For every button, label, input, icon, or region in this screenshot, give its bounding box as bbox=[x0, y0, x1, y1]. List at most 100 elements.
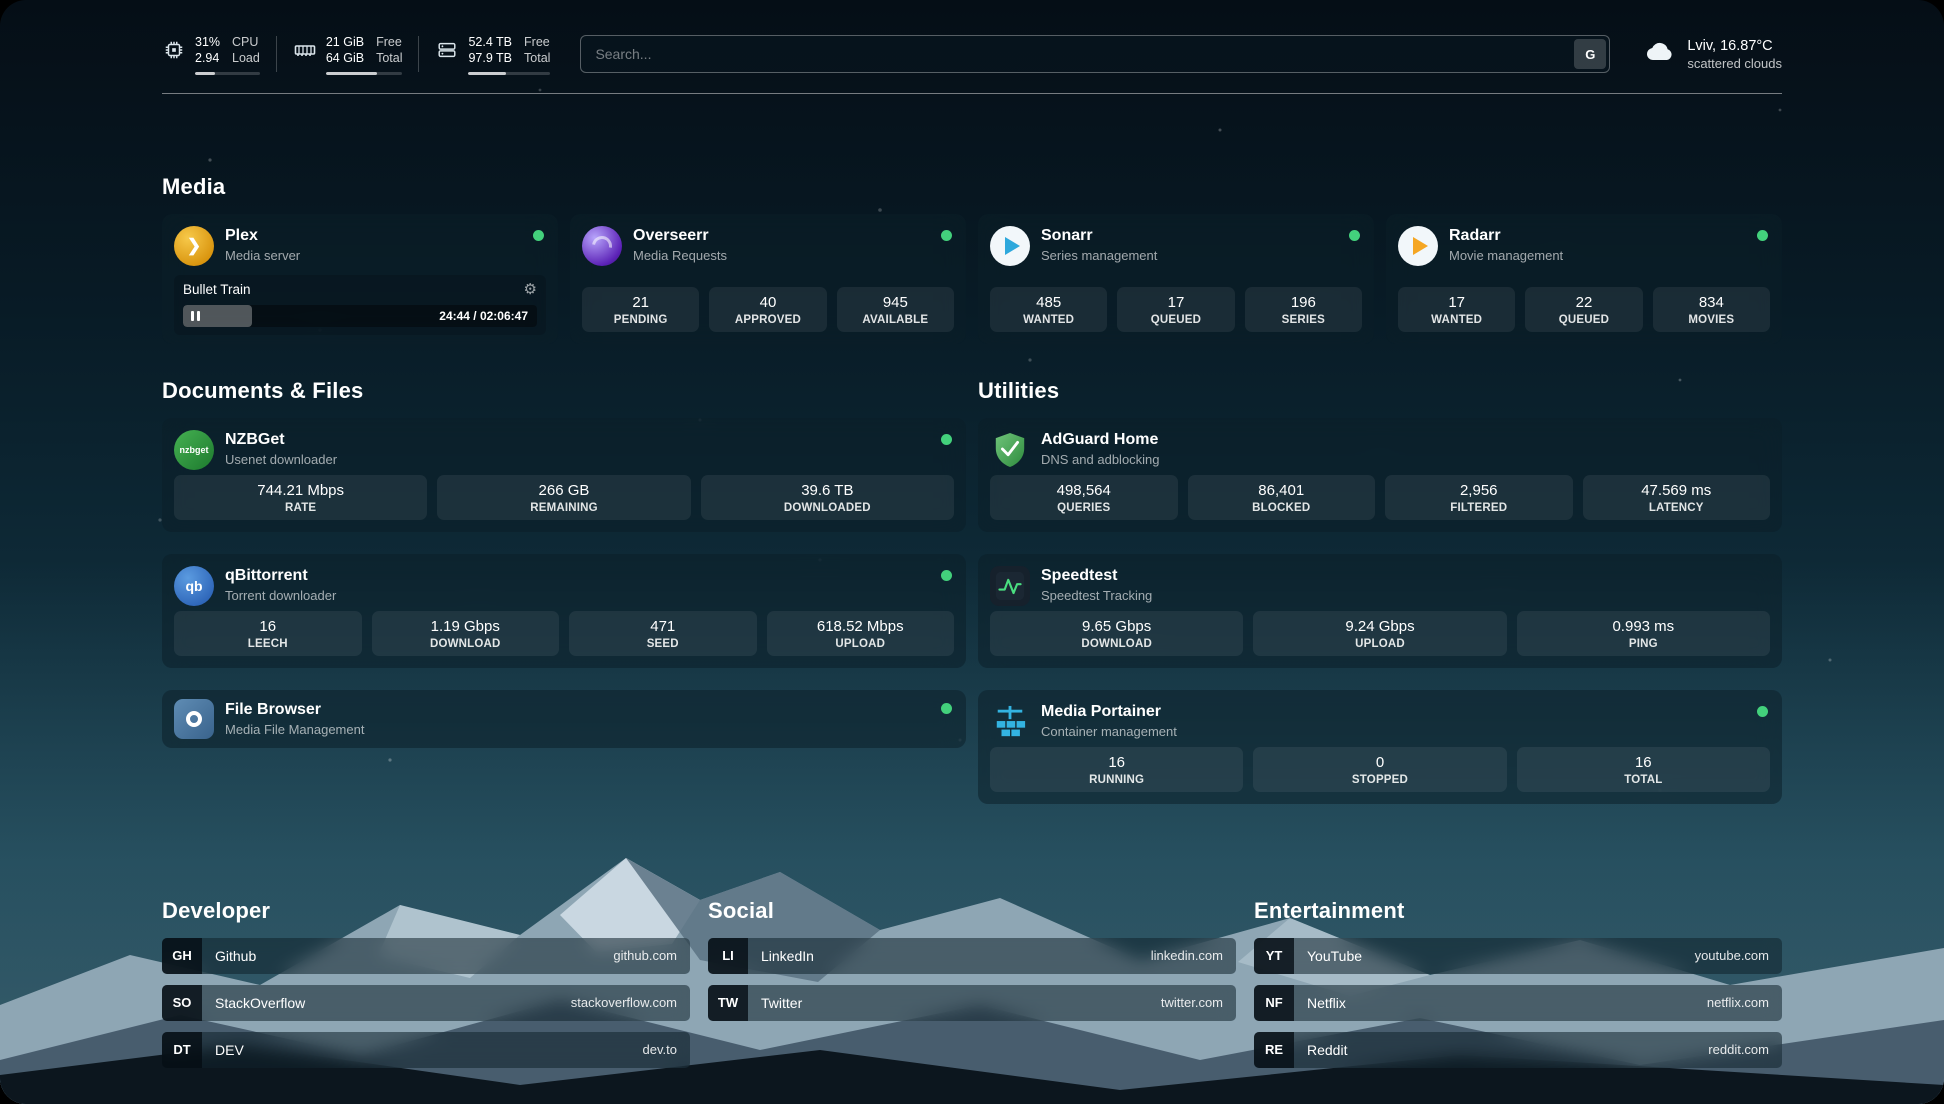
app-name: Overseerr bbox=[633, 226, 709, 244]
gear-icon[interactable]: ⚙ bbox=[523, 280, 537, 298]
disk-meter bbox=[468, 71, 551, 75]
plex-icon[interactable]: ❯ bbox=[174, 225, 214, 266]
app-subtitle: Media server bbox=[225, 247, 301, 263]
search-engine-button[interactable]: G bbox=[1574, 39, 1607, 70]
stackoverflow-icon: SO bbox=[162, 984, 202, 1021]
overseerr-card: Overseerr Media Requests 21 PENDING 40 APP… bbox=[570, 213, 966, 344]
app-name: Speedtest bbox=[1041, 566, 1118, 584]
app-subtitle: Usenet downloader bbox=[225, 451, 338, 467]
developer-section-title: Developer bbox=[162, 897, 271, 923]
documents-column: Documents & Files nzbget NZBGet Usenet d… bbox=[162, 378, 966, 826]
adguard-icon[interactable] bbox=[990, 430, 1030, 470]
media-section: Media ❯ Plex Media server Bullet Tr bbox=[162, 174, 1782, 344]
stat-tile: 498,564 QUERIES bbox=[990, 474, 1178, 520]
app-subtitle: Container management bbox=[1041, 723, 1177, 739]
memory-free-label: Free bbox=[376, 35, 402, 49]
stat-tile: 17 WANTED bbox=[1398, 286, 1516, 332]
app-name: qBittorrent bbox=[225, 566, 308, 584]
bookmarks-section: Developer GH Github github.com SO StackO… bbox=[162, 898, 1782, 1079]
qbittorrent-card: qb qBittorrent Torrent downloader 16 LEEC… bbox=[162, 553, 966, 668]
social-bookmarks: Social LI LinkedIn linkedin.com TW Twitt… bbox=[708, 898, 1236, 1079]
app-name: File Browser bbox=[225, 701, 322, 718]
qbittorrent-icon[interactable]: qb bbox=[174, 565, 214, 606]
app-name: AdGuard Home bbox=[1041, 430, 1159, 448]
status-dot bbox=[533, 229, 544, 241]
app-name: Radarr bbox=[1449, 226, 1501, 244]
stat-tile: 485 WANTED bbox=[990, 286, 1108, 332]
speedtest-card: Speedtest Speedtest Tracking 9.65 Gbps DO… bbox=[978, 553, 1782, 668]
status-dot bbox=[941, 433, 952, 445]
status-dot bbox=[1757, 705, 1768, 717]
documents-section-title: Documents & Files bbox=[162, 377, 364, 403]
search-bar: G bbox=[580, 35, 1611, 74]
stat-tile: 86,401 BLOCKED bbox=[1187, 474, 1375, 520]
weather-condition: scattered clouds bbox=[1687, 55, 1782, 71]
utilities-section-title: Utilities bbox=[978, 377, 1060, 403]
cpu-label: CPU bbox=[232, 35, 259, 49]
stat-tile: 266 GB REMAINING bbox=[437, 474, 691, 520]
developer-bookmarks: Developer GH Github github.com SO StackO… bbox=[162, 898, 690, 1079]
bookmark-twitter[interactable]: TW Twitter twitter.com bbox=[708, 984, 1236, 1021]
entertainment-section-title: Entertainment bbox=[1254, 897, 1405, 923]
filebrowser-icon[interactable] bbox=[174, 698, 214, 739]
stat-tile: 40 APPROVED bbox=[709, 286, 827, 332]
youtube-icon: YT bbox=[1254, 937, 1294, 974]
disk-total-label: Total bbox=[524, 51, 551, 66]
nzbget-icon[interactable]: nzbget bbox=[174, 429, 214, 470]
bookmark-github[interactable]: GH Github github.com bbox=[162, 937, 690, 974]
app-name: Sonarr bbox=[1041, 226, 1093, 244]
app-subtitle: Movie management bbox=[1449, 247, 1564, 263]
weather-widget: Lviv, 16.87°C scattered clouds bbox=[1644, 38, 1782, 71]
disk-icon bbox=[435, 38, 459, 62]
now-playing-title: Bullet Train bbox=[183, 281, 251, 297]
stat-tile: 17 QUEUED bbox=[1117, 286, 1235, 332]
stat-tile: 21 PENDING bbox=[582, 286, 700, 332]
status-dot bbox=[941, 229, 952, 241]
overseerr-icon[interactable] bbox=[582, 225, 622, 266]
media-section-title: Media bbox=[162, 173, 226, 199]
stat-tile: 744.21 Mbps RATE bbox=[174, 474, 428, 520]
filebrowser-card: File Browser Media File Management bbox=[162, 689, 966, 748]
reddit-icon: RE bbox=[1254, 1031, 1294, 1068]
bookmark-netflix[interactable]: NF Netflix netflix.com bbox=[1254, 984, 1782, 1021]
top-bar: 31% 2.94 CPU Load bbox=[162, 0, 1782, 75]
linkedin-icon: LI bbox=[708, 937, 748, 974]
stat-tile: 16 TOTAL bbox=[1516, 746, 1770, 792]
bookmark-dev[interactable]: DT DEV dev.to bbox=[162, 1031, 690, 1068]
weather-location: Lviv, 16.87°C bbox=[1687, 37, 1773, 54]
pause-icon[interactable] bbox=[191, 310, 200, 321]
memory-total-label: Total bbox=[376, 51, 403, 66]
sonarr-card: Sonarr Series management 485 WANTED 17 QUE… bbox=[978, 213, 1374, 344]
search-input[interactable] bbox=[580, 35, 1611, 74]
nzbget-card: nzbget NZBGet Usenet downloader 744.21 M… bbox=[162, 417, 966, 532]
bookmark-stackoverflow[interactable]: SO StackOverflow stackoverflow.com bbox=[162, 984, 690, 1021]
bookmark-reddit[interactable]: RE Reddit reddit.com bbox=[1254, 1031, 1782, 1068]
stat-tile: 1.19 Gbps DOWNLOAD bbox=[371, 610, 559, 656]
app-subtitle: Series management bbox=[1041, 247, 1158, 263]
radarr-card: Radarr Movie management 17 WANTED 22 QUEUE… bbox=[1386, 213, 1782, 344]
stat-tile: 834 MOVIES bbox=[1652, 286, 1770, 332]
status-dot bbox=[941, 569, 952, 581]
radarr-icon[interactable] bbox=[1398, 225, 1438, 266]
bookmark-youtube[interactable]: YT YouTube youtube.com bbox=[1254, 937, 1782, 974]
playback-progress-bar[interactable]: 24:44 / 02:06:47 bbox=[183, 304, 537, 327]
speedtest-icon[interactable] bbox=[990, 565, 1030, 606]
portainer-icon[interactable] bbox=[990, 702, 1030, 742]
cpu-icon bbox=[162, 38, 186, 62]
app-subtitle: Torrent downloader bbox=[225, 587, 337, 603]
memory-meter bbox=[325, 71, 403, 75]
disk-free-label: Free bbox=[524, 35, 550, 49]
memory-stat: 21 GiB 64 GiB Free Total bbox=[293, 34, 403, 75]
app-subtitle: Media File Management bbox=[225, 722, 365, 737]
app-subtitle: Media Requests bbox=[633, 247, 727, 263]
sonarr-icon[interactable] bbox=[990, 225, 1030, 266]
plex-now-playing: Bullet Train ⚙ 24:44 / 02:06:47 bbox=[174, 274, 546, 335]
status-dot bbox=[1757, 229, 1768, 241]
cpu-percent: 31% bbox=[195, 35, 221, 49]
bookmark-linkedin[interactable]: LI LinkedIn linkedin.com bbox=[708, 937, 1236, 974]
stat-tile: 9.24 Gbps UPLOAD bbox=[1253, 610, 1507, 656]
stat-tile: 0.993 ms PING bbox=[1516, 610, 1770, 656]
entertainment-bookmarks: Entertainment YT YouTube youtube.com NF … bbox=[1254, 898, 1782, 1079]
netflix-icon: NF bbox=[1254, 984, 1294, 1021]
